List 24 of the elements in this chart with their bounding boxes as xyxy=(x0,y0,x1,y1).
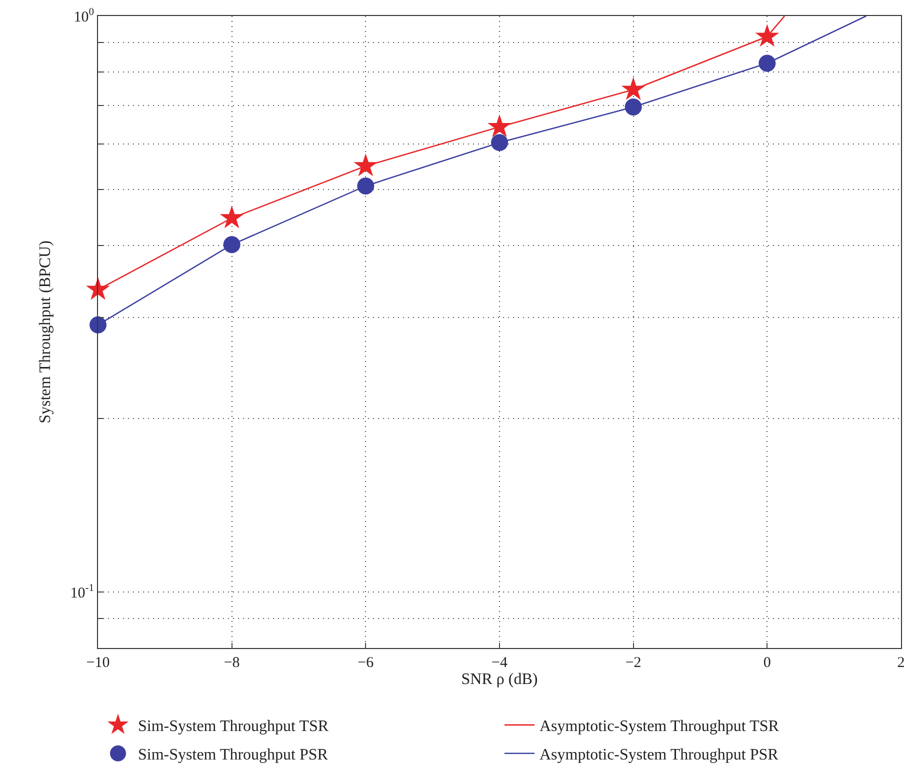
y-axis-title: System Throughput (BPCU) xyxy=(37,240,54,424)
point xyxy=(90,316,106,334)
point xyxy=(357,177,374,194)
x-tick-label: −4 xyxy=(492,655,508,671)
legend-label: Sim-System Throughput PSR xyxy=(138,746,328,764)
point xyxy=(758,54,776,72)
point xyxy=(354,153,378,176)
point xyxy=(755,24,780,47)
x-tick-label: 2 xyxy=(897,655,905,671)
legend-label: Asymptotic-System Throughput TSR xyxy=(540,718,780,736)
y-tick-label: 10$^{0}$ xyxy=(74,6,94,26)
x-tick-label: −8 xyxy=(224,655,240,671)
point xyxy=(223,236,240,254)
x-tick-label: −10 xyxy=(86,655,110,671)
legend-label: Asymptotic-System Throughput PSR xyxy=(540,746,779,764)
x-tick-label: 0 xyxy=(763,655,771,671)
y-tick-label: 10$^{-1}$ xyxy=(70,583,94,602)
point xyxy=(491,134,508,152)
x-axis-title: SNR ρ (dB) xyxy=(461,671,538,688)
point xyxy=(220,205,244,228)
x-tick-label: −2 xyxy=(625,655,642,671)
legend-label: Sim-System Throughput TSR xyxy=(138,718,329,736)
point xyxy=(624,98,642,116)
x-tick-label: −6 xyxy=(358,655,374,671)
